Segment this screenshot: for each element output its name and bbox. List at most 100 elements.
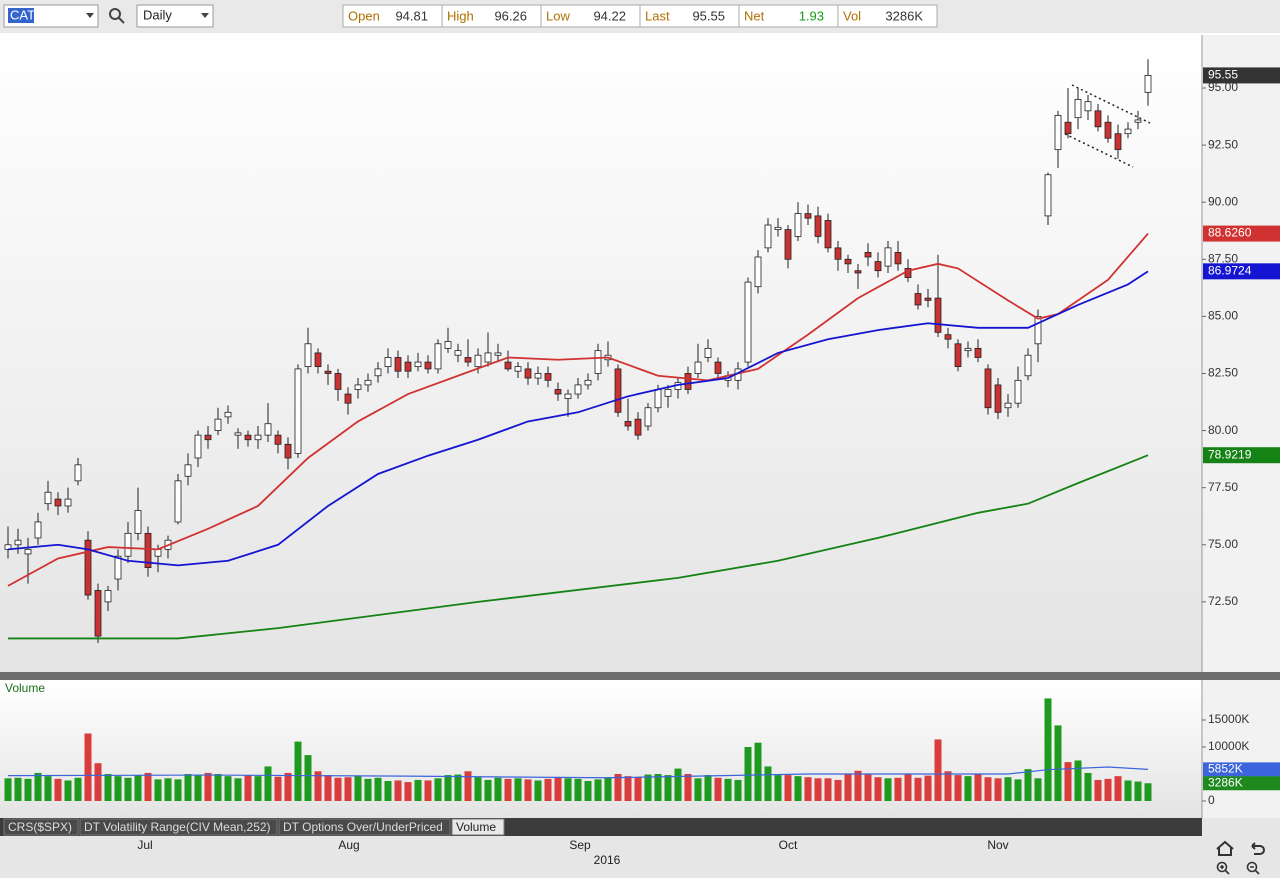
volume-bar [254,776,262,801]
y-tick-label: 72.50 [1208,594,1238,608]
y-tick-label: 95.00 [1208,80,1238,94]
candle-body [634,418,642,436]
candle-body [554,389,562,395]
search-icon-handle [118,17,125,24]
tab[interactable] [451,818,505,836]
volume-bar [544,778,552,801]
quote-value: 3286K [885,8,923,23]
candle-body [534,373,542,379]
candle-body [234,432,242,436]
undo-icon[interactable] [1251,842,1265,855]
interval: Daily [143,7,172,22]
volume-bar [144,772,152,801]
volume-bar [34,772,42,801]
search-icon[interactable] [109,8,121,20]
candle-body [354,384,362,390]
candle-body [754,256,762,288]
candle-body [304,343,312,368]
volume-average [7,766,1149,779]
volume-bar [974,773,982,801]
quote-value: 94.22 [593,8,626,23]
volume-bar [654,773,662,801]
volume-bar [4,778,12,801]
volume-bar [824,778,832,801]
ma-label: 88.6260 [1208,226,1252,240]
candle-body [394,357,402,372]
volume-bar [754,742,762,801]
candle-body [504,361,512,370]
candle-body [274,434,282,445]
candle-body [544,373,552,381]
volume-bar [744,747,752,801]
quote-label: Net [744,8,765,23]
moving-average [7,270,1149,567]
volume-bar [1104,778,1112,801]
candle-body [444,341,452,349]
volume-bar [104,773,112,801]
volume-bar [264,766,272,801]
candle-body [804,213,812,219]
candle-body [664,389,672,397]
volume-bar [1114,776,1122,801]
volume-bar [274,776,282,801]
zoom-in-glyph [1220,865,1230,875]
quote-label: High [447,8,474,23]
volume-bar [314,771,322,801]
candle-body [694,361,702,374]
interval-box[interactable] [136,4,214,28]
candle-body [1144,75,1152,93]
volume-bar [624,776,632,801]
volume-bar [1084,772,1092,801]
zoom-in-icon[interactable] [1216,861,1228,873]
volume-bar [584,781,592,801]
tab[interactable] [3,818,79,836]
volume-bar [814,778,822,801]
volume-bar [444,775,452,801]
candle-body [934,297,942,333]
volume-bar [414,779,422,801]
moving-average [8,454,1149,640]
candle-body [284,443,292,459]
dropdown-arrow [86,13,94,18]
volume-bar [344,777,352,801]
candle-body [1034,315,1042,345]
price-chart: 95.00 92.50 90.00 87.50 85.00 82.50 80.00 77.50… [4,59,1280,643]
zoom-out-icon[interactable] [1246,861,1258,873]
candle-body [364,379,372,386]
quote-label: Last [645,8,670,23]
candle-body [184,464,192,477]
volume-bar [784,775,792,801]
volume-bar [304,755,312,801]
y-tick-label: 10000K [1208,739,1249,753]
candle-body [34,521,42,539]
candle-body [464,357,472,363]
last-price-label: 95.55 [1208,68,1238,82]
tab[interactable] [278,818,451,836]
corner [1202,818,1280,836]
candle-body [524,368,532,379]
home-icon[interactable] [1216,840,1234,856]
candle-body [374,368,382,377]
volume-bar [684,773,692,801]
volume-axis [1202,680,1280,818]
volume-bar [1044,698,1052,801]
volume-bar [74,777,82,801]
candle-body [1044,174,1052,217]
volume-bar [774,775,782,801]
candle-body [334,373,342,390]
tab-label: DT Volatility Range(CIV Mean,252) [84,820,271,834]
volume-bar [134,775,142,801]
volume-bar [214,773,222,801]
volume-bar [24,778,32,801]
y-tick-label: 0 [1208,793,1215,807]
quote-label: Low [546,8,570,23]
candle-body [884,247,892,267]
volume-bar [944,771,952,801]
volume-bar [64,780,72,801]
tab[interactable] [79,818,278,836]
zoom-out-glyph [1250,866,1260,875]
candle-body [344,393,352,404]
volume-bar [1014,779,1022,801]
candle-body [1054,114,1062,151]
